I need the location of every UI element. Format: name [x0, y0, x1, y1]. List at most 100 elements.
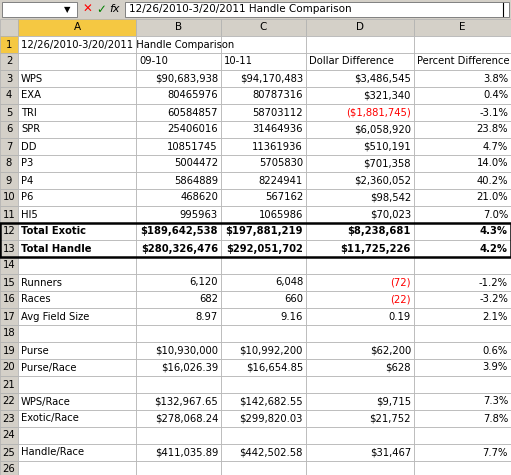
Text: 6: 6	[6, 124, 12, 134]
Text: 80787316: 80787316	[252, 91, 303, 101]
Text: 5864889: 5864889	[174, 175, 218, 186]
Bar	[306, 308, 414, 325]
Text: ✕: ✕	[83, 3, 93, 16]
Bar	[0, 325, 18, 342]
Text: 2: 2	[6, 57, 12, 66]
Text: 0.4%: 0.4%	[483, 91, 508, 101]
Bar	[414, 223, 511, 240]
Bar	[221, 291, 306, 308]
Text: SPR: SPR	[21, 124, 40, 134]
Bar	[136, 240, 221, 257]
Bar	[221, 376, 306, 393]
Bar	[0, 155, 18, 172]
Text: 15: 15	[3, 277, 15, 287]
Bar	[0, 223, 18, 240]
Text: 13: 13	[3, 244, 15, 254]
Text: 26: 26	[3, 465, 15, 475]
Bar	[414, 53, 511, 70]
Bar	[414, 36, 511, 53]
Text: 9.16: 9.16	[281, 312, 303, 322]
Text: $8,238,681: $8,238,681	[347, 227, 411, 237]
Bar	[136, 257, 221, 274]
Text: EXA: EXA	[21, 91, 41, 101]
Bar	[18, 274, 136, 291]
Text: 11361936: 11361936	[252, 142, 303, 152]
Bar	[0, 87, 18, 104]
Bar	[136, 308, 221, 325]
Bar	[221, 19, 306, 36]
Text: $197,881,219: $197,881,219	[225, 227, 303, 237]
Text: 8224941: 8224941	[259, 175, 303, 186]
Bar	[0, 0, 511, 19]
Text: 4.7%: 4.7%	[483, 142, 508, 152]
Bar	[414, 359, 511, 376]
Bar	[136, 189, 221, 206]
Bar	[306, 376, 414, 393]
Text: Races: Races	[21, 294, 51, 304]
Bar	[2, 2, 77, 17]
Bar	[306, 138, 414, 155]
Text: 1065986: 1065986	[259, 209, 303, 219]
Bar	[136, 444, 221, 461]
Text: $442,502.58: $442,502.58	[240, 447, 303, 457]
Bar	[0, 308, 18, 325]
Bar	[306, 342, 414, 359]
Text: -3.1%: -3.1%	[479, 107, 508, 117]
Text: $10,992,200: $10,992,200	[240, 345, 303, 355]
Bar	[221, 104, 306, 121]
Bar	[18, 240, 136, 257]
Text: Exotic/Race: Exotic/Race	[21, 414, 79, 424]
Text: 40.2%: 40.2%	[476, 175, 508, 186]
Bar	[136, 410, 221, 427]
Text: B: B	[175, 22, 182, 32]
Bar	[136, 206, 221, 223]
Bar	[306, 427, 414, 444]
Bar	[414, 257, 511, 274]
Text: $2,360,052: $2,360,052	[354, 175, 411, 186]
Text: Avg Field Size: Avg Field Size	[21, 312, 89, 322]
Text: 660: 660	[284, 294, 303, 304]
Text: 23: 23	[3, 414, 15, 424]
Bar	[18, 206, 136, 223]
Text: (22): (22)	[390, 294, 411, 304]
Bar	[306, 53, 414, 70]
Bar	[0, 206, 18, 223]
Text: $9,715: $9,715	[376, 397, 411, 407]
Bar	[221, 427, 306, 444]
Bar	[414, 308, 511, 325]
Text: 14.0%: 14.0%	[476, 159, 508, 169]
Bar	[306, 70, 414, 87]
Bar	[414, 206, 511, 223]
Text: 3: 3	[6, 74, 12, 84]
Text: $280,326,476: $280,326,476	[141, 244, 218, 254]
Bar	[18, 138, 136, 155]
Bar	[136, 104, 221, 121]
Bar	[136, 172, 221, 189]
Bar	[306, 121, 414, 138]
Bar	[414, 410, 511, 427]
Bar	[306, 461, 414, 475]
Text: 7.0%: 7.0%	[483, 209, 508, 219]
Text: 17: 17	[3, 312, 15, 322]
Text: $189,642,538: $189,642,538	[141, 227, 218, 237]
Text: $132,967.65: $132,967.65	[154, 397, 218, 407]
Bar	[414, 189, 511, 206]
Text: 5: 5	[6, 107, 12, 117]
Bar	[18, 376, 136, 393]
Bar	[0, 70, 18, 87]
Bar	[414, 342, 511, 359]
Bar	[18, 70, 136, 87]
Bar	[221, 189, 306, 206]
Bar	[221, 308, 306, 325]
Bar	[306, 274, 414, 291]
Text: $278,068.24: $278,068.24	[155, 414, 218, 424]
Text: 11: 11	[3, 209, 15, 219]
Text: Percent Difference: Percent Difference	[417, 57, 509, 66]
Bar	[221, 461, 306, 475]
Bar	[221, 240, 306, 257]
Bar	[136, 427, 221, 444]
Text: $70,023: $70,023	[370, 209, 411, 219]
Text: 8.97: 8.97	[196, 312, 218, 322]
Text: 4: 4	[6, 91, 12, 101]
Text: ▼: ▼	[64, 5, 70, 14]
